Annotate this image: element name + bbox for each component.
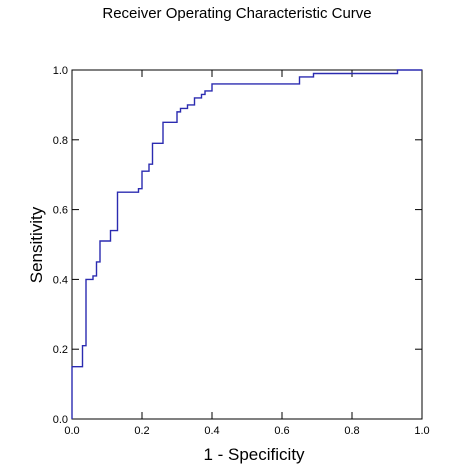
roc-curve-line [71,69,422,419]
plot-frame [71,69,423,420]
x-axis-label: 1 - Specificity [203,445,305,464]
series-layer [71,69,422,419]
y-tick-label: 0.8 [53,135,68,147]
x-tick-label: 0.4 [204,425,219,437]
y-tick-label: 0.4 [53,274,68,286]
x-axis-ticks: 0.0 0.2 0.4 0.6 0.8 1.0 [64,70,430,437]
x-tick-label: 0.8 [344,425,359,437]
x-tick-label: 0.2 [134,425,149,437]
y-tick-label: 0.0 [53,414,68,426]
x-tick-label: 0.0 [64,425,79,437]
x-tick-label: 1.0 [414,425,429,437]
y-tick-label: 1.0 [53,65,68,77]
y-axis-label: Sensitivity [27,206,46,283]
y-tick-label: 0.6 [53,205,68,217]
chart-title: Receiver Operating Characteristic Curve [102,5,371,22]
plot-area: 0.0 0.2 0.4 0.6 0.8 1.0 0.0 0.2 0.4 0.6 0.8 1.0 [53,65,430,437]
y-tick-label: 0.2 [53,344,68,356]
y-axis-ticks: 0.0 0.2 0.4 0.6 0.8 1.0 [53,65,422,426]
x-tick-label: 0.6 [274,425,289,437]
